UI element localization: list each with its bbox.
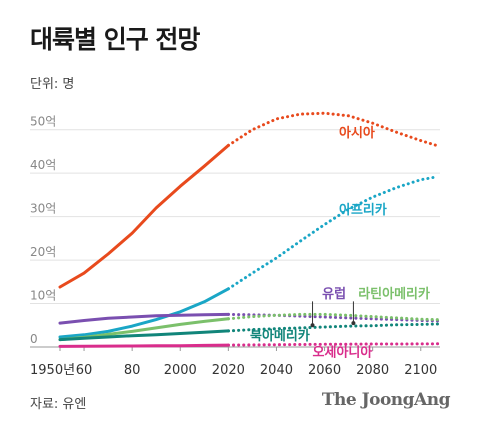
x-tick-label: 2060: [308, 363, 341, 378]
y-tick-label: 30억: [30, 202, 56, 216]
y-tick-label: 0: [30, 332, 38, 346]
series-label: 아시아: [339, 125, 375, 141]
series-line-projection: [226, 342, 440, 347]
series-label: 유럽: [322, 287, 346, 302]
y-tick-label: 10억: [30, 289, 56, 303]
page-title: 대륙별 인구 전망: [30, 25, 200, 54]
unit-label: 단위: 명: [30, 77, 75, 92]
series-line-projection: [226, 111, 440, 148]
x-tick-label: 60: [76, 363, 93, 378]
series-line-projection: [226, 175, 440, 291]
x-tick-label: 2000: [164, 363, 197, 378]
label-leader-dot: [351, 321, 356, 326]
series-line-historical: [58, 312, 230, 325]
y-tick-label: 50억: [30, 115, 56, 129]
x-tick-label: 80: [124, 363, 141, 378]
x-tick-label: 2080: [356, 363, 389, 378]
y-tick-label: 20억: [30, 245, 56, 259]
x-tick-label: 2100: [404, 363, 437, 378]
series-line-historical: [58, 343, 230, 348]
series-label: 라틴아메리카: [358, 286, 430, 302]
y-tick-label: 40억: [30, 158, 56, 172]
series-label: 아프리카: [339, 202, 387, 218]
series-line-historical: [58, 143, 230, 289]
series-line-historical: [58, 329, 230, 342]
series-label: 오세아니아: [313, 344, 373, 360]
series-line-projection: [226, 312, 440, 322]
series-line-projection: [226, 322, 440, 333]
x-tick-label: 1950년: [30, 363, 75, 378]
source-note: 자료: 유엔: [30, 397, 87, 412]
series-line-historical: [58, 287, 230, 339]
brand-logo: The JoongAng: [321, 390, 451, 410]
x-tick-label: 2040: [260, 363, 293, 378]
label-leader-dot: [310, 323, 315, 328]
series-label: 북아메리카: [250, 328, 310, 344]
x-tick-label: 2020: [212, 363, 245, 378]
